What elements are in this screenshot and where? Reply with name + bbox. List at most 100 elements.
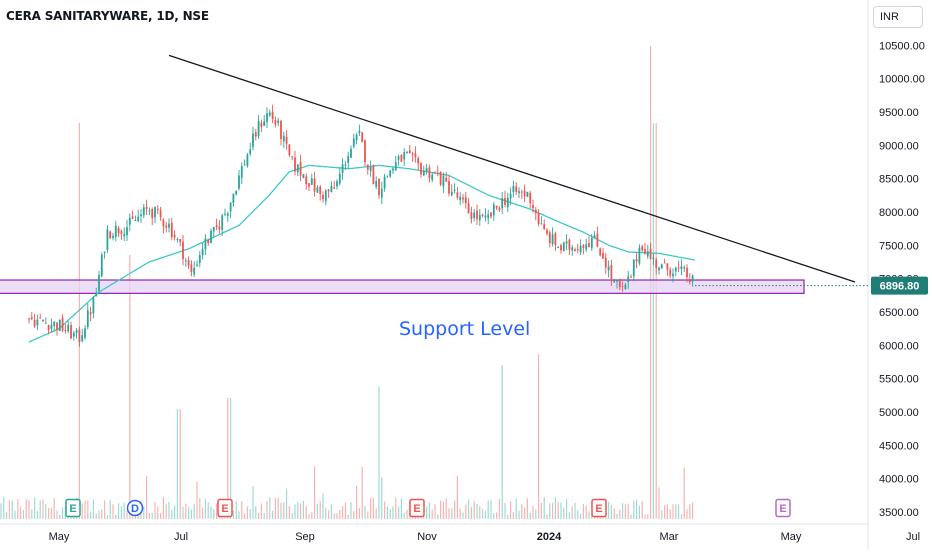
candle-body (196, 264, 198, 266)
volume-bar (171, 509, 173, 519)
volume-bar (515, 498, 517, 519)
volume-bar (322, 493, 324, 519)
candle-body (686, 267, 688, 278)
candle-body (585, 244, 588, 250)
candle-body (632, 259, 635, 277)
volume-bar (389, 509, 391, 519)
volume-bar (174, 505, 176, 519)
candle-body (571, 247, 574, 251)
volume-bar (395, 497, 397, 519)
volume-bar (627, 503, 629, 519)
volume-bar (546, 514, 548, 519)
volume-bar (563, 507, 565, 519)
candle-body (232, 193, 235, 204)
candle-body (638, 247, 641, 264)
candle-body (299, 161, 302, 176)
volume-bar (325, 507, 327, 519)
candle-body (184, 260, 187, 262)
volume-bar (241, 501, 243, 519)
volume-bar (510, 501, 512, 519)
volume-bar (381, 477, 383, 519)
candle-body (520, 191, 523, 193)
volume-bar (179, 409, 181, 519)
y-tick-label: 8500.00 (879, 174, 919, 186)
candle-body (364, 140, 366, 163)
candle-body (361, 132, 364, 142)
volume-bar (129, 255, 131, 519)
candle-body (274, 119, 277, 125)
volume-bar (364, 505, 366, 519)
y-tick-label: 6000.00 (879, 340, 919, 352)
candle-body (128, 217, 131, 225)
volume-bar (126, 511, 128, 519)
candle-body (254, 132, 257, 137)
candle-body (159, 210, 162, 218)
volume-bar (120, 506, 122, 519)
candle-body (268, 112, 271, 116)
candle-body (394, 162, 397, 171)
candle-body (677, 267, 680, 269)
volume-bar (683, 467, 685, 519)
candle-body (655, 259, 658, 268)
candle-body (579, 245, 582, 253)
candle-body (582, 244, 585, 249)
candle-body (271, 111, 274, 119)
volume-bar (636, 499, 638, 519)
volume-bar (84, 500, 86, 519)
volume-bar (577, 510, 579, 519)
volume-bar (644, 514, 646, 519)
volume-bar (622, 503, 624, 519)
y-tick-label: 6500.00 (879, 307, 919, 319)
candle-body (319, 186, 322, 194)
candle-body (473, 212, 476, 219)
candle-body (358, 130, 361, 134)
candle-body (658, 267, 660, 271)
volume-bar (277, 497, 279, 519)
trendline (168, 54, 856, 283)
volume-bar (532, 506, 534, 519)
candle-body (190, 264, 193, 273)
volume-bar (384, 501, 386, 519)
candle-body (484, 215, 487, 218)
event-marker-label: E (69, 503, 76, 515)
candle-body (576, 249, 579, 251)
earnings-marker (217, 498, 233, 518)
candle-body (604, 257, 607, 268)
candle-body (618, 280, 621, 287)
candle-body (602, 253, 604, 259)
volume-bar (524, 507, 526, 519)
candle-body (117, 227, 120, 234)
candle-body (28, 318, 30, 320)
volume-bar (252, 486, 254, 519)
candle-body (386, 175, 389, 177)
candle-body (156, 209, 159, 211)
volume-bar (0, 503, 2, 519)
x-tick-label: Mar (660, 531, 679, 543)
candle-body (630, 276, 632, 278)
volume-bar (202, 507, 204, 519)
volume-bar (400, 498, 402, 519)
candle-body (490, 212, 492, 217)
volume-bar (3, 497, 5, 519)
volume-bar (314, 466, 316, 519)
candle-body (224, 213, 226, 215)
volume-bar (162, 497, 164, 519)
candle-body (42, 319, 44, 322)
candle-body (112, 235, 114, 238)
volume-bar (591, 514, 593, 519)
volume-bar (496, 512, 498, 519)
candle-body (39, 317, 42, 319)
volume-bar (692, 502, 694, 519)
currency-button[interactable]: INR (873, 6, 923, 28)
volume-bar (664, 505, 666, 519)
volume-bar (146, 475, 148, 519)
volume-bar (361, 467, 363, 519)
candle-body (498, 208, 501, 211)
candle-body (560, 245, 562, 251)
volume-bar (269, 497, 271, 519)
volume-bar (619, 509, 621, 519)
volume-bar (87, 500, 89, 519)
candle-body (58, 319, 61, 331)
